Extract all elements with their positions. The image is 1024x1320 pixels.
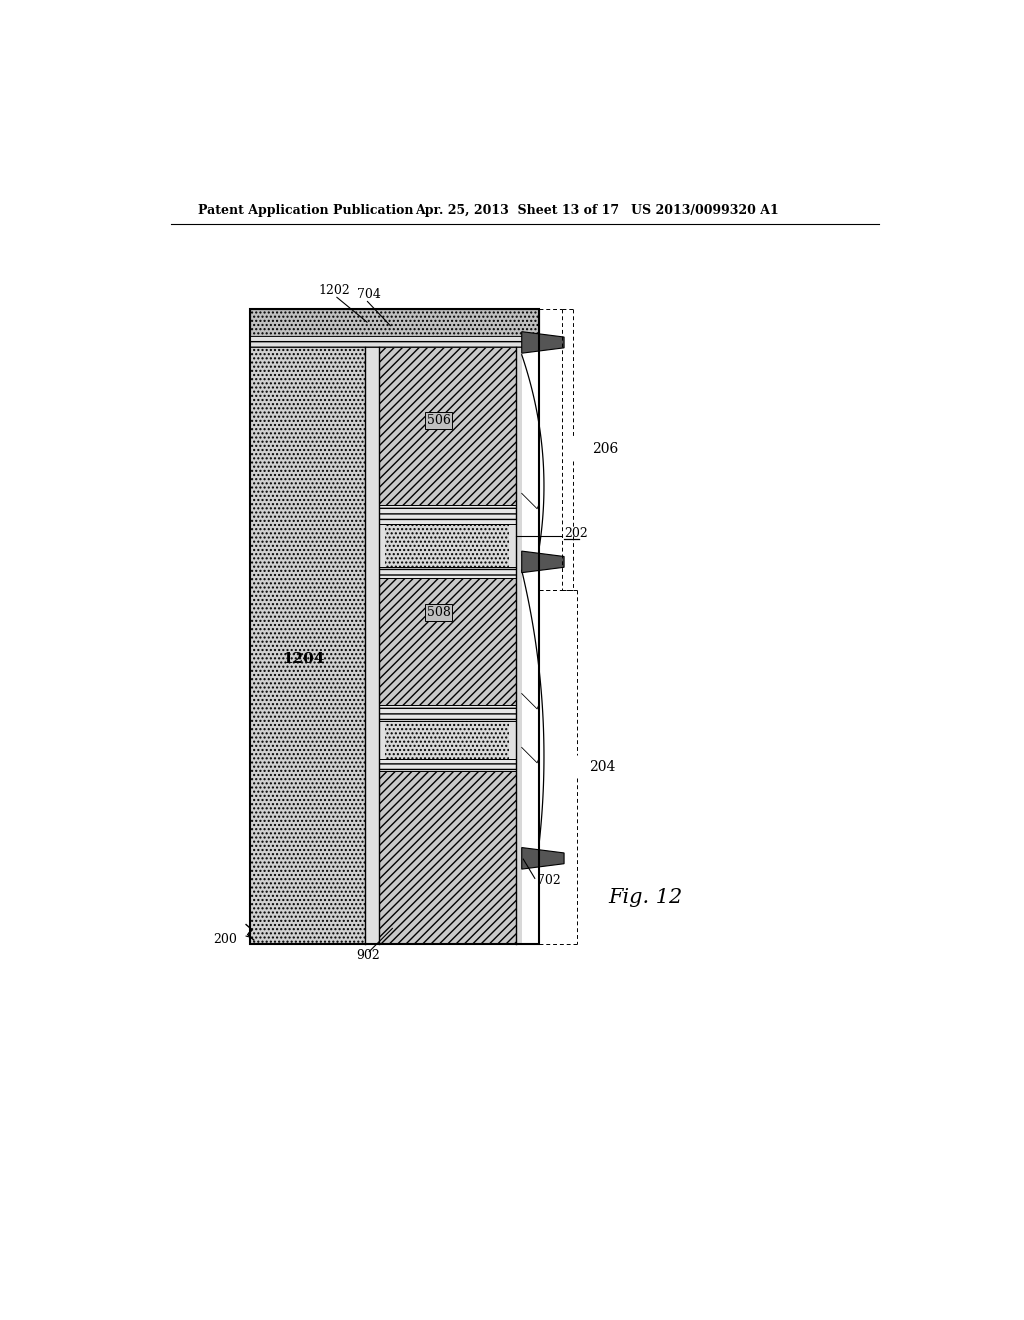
Bar xyxy=(521,347,539,944)
Bar xyxy=(250,347,366,944)
Text: 206: 206 xyxy=(593,442,618,457)
Bar xyxy=(379,578,515,705)
Bar xyxy=(250,335,539,347)
Bar xyxy=(379,721,515,759)
Text: Patent Application Publication: Patent Application Publication xyxy=(199,205,414,218)
Bar xyxy=(250,309,539,944)
Text: 702: 702 xyxy=(538,874,561,887)
Bar xyxy=(379,705,515,721)
Text: 506: 506 xyxy=(427,413,451,426)
Text: US 2013/0099320 A1: US 2013/0099320 A1 xyxy=(631,205,779,218)
Text: Fig. 12: Fig. 12 xyxy=(608,888,682,907)
Text: 704: 704 xyxy=(357,288,381,301)
Bar xyxy=(379,566,515,578)
Text: 1204: 1204 xyxy=(283,652,325,665)
Bar xyxy=(379,721,385,759)
Bar xyxy=(379,524,515,566)
Text: 508: 508 xyxy=(427,606,451,619)
Bar xyxy=(379,506,515,524)
Text: 204: 204 xyxy=(589,760,615,774)
Bar xyxy=(379,759,515,771)
Text: 1202: 1202 xyxy=(318,284,350,297)
Bar xyxy=(366,347,379,944)
Polygon shape xyxy=(521,847,564,869)
Polygon shape xyxy=(521,552,564,573)
Bar xyxy=(379,524,385,566)
Bar xyxy=(250,309,539,944)
Text: 902: 902 xyxy=(356,949,380,962)
Bar xyxy=(379,771,515,944)
Text: Apr. 25, 2013  Sheet 13 of 17: Apr. 25, 2013 Sheet 13 of 17 xyxy=(416,205,620,218)
Bar xyxy=(509,721,515,759)
Bar xyxy=(509,524,515,566)
Bar xyxy=(379,347,515,506)
Bar xyxy=(515,347,521,944)
Bar xyxy=(250,309,539,335)
Text: 202: 202 xyxy=(564,527,588,540)
Polygon shape xyxy=(521,331,564,354)
Text: 200: 200 xyxy=(213,933,237,946)
